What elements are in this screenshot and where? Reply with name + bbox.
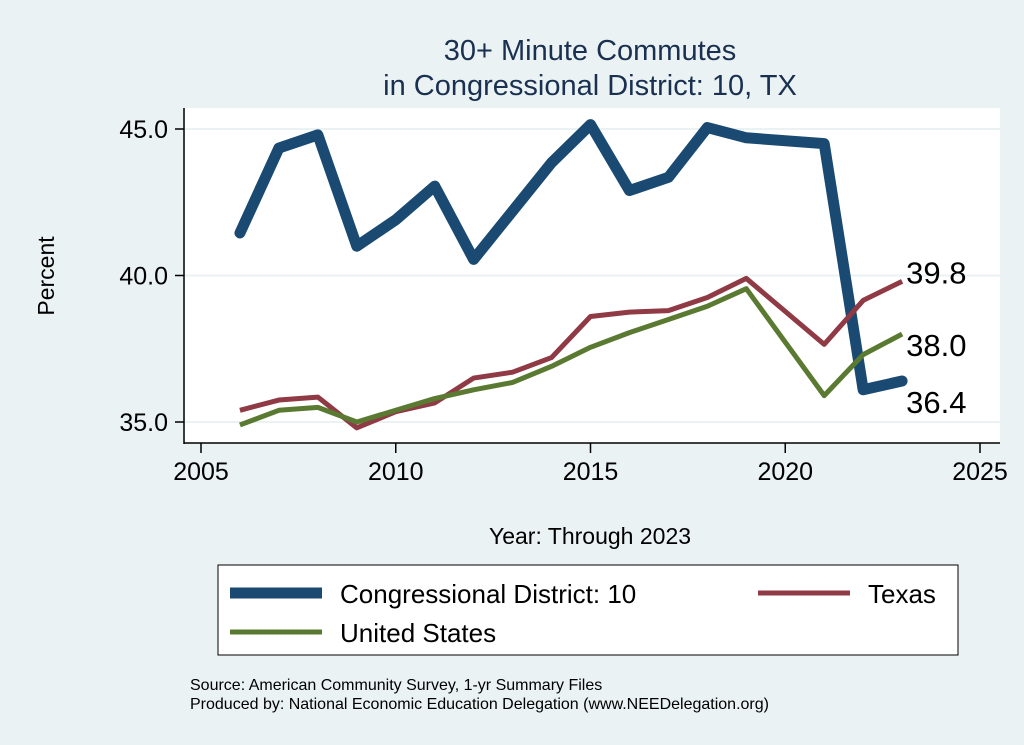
y-axis-label: Percent [33, 236, 59, 316]
chart-title-line-2: in Congressional District: 10, TX [383, 70, 797, 102]
x-tick-label: 2005 [173, 458, 229, 486]
legend-label-texas: Texas [868, 579, 936, 609]
x-tick-label: 2015 [563, 458, 619, 486]
y-tick-label: 35.0 [119, 409, 168, 437]
end-label-us: 38.0 [906, 328, 966, 363]
source-note: Source: American Community Survey, 1-yr … [190, 677, 602, 694]
end-label-district: 36.4 [906, 385, 966, 420]
produced-by-note: Produced by: National Economic Education… [190, 696, 769, 713]
x-tick-label: 2020 [757, 458, 813, 486]
x-tick-label: 2025 [952, 458, 1008, 486]
x-tick-label: 2010 [368, 458, 424, 486]
y-tick-label: 45.0 [119, 116, 168, 144]
legend-label-us: United States [340, 618, 496, 648]
chart-title-line-1: 30+ Minute Commutes [444, 35, 737, 67]
y-tick-label: 40.0 [119, 263, 168, 291]
legend-label-district: Congressional District: 10 [340, 579, 636, 609]
x-axis-label: Year: Through 2023 [489, 523, 691, 549]
legend: Congressional District: 10 Texas United … [217, 564, 959, 656]
end-label-texas: 39.8 [906, 255, 966, 290]
